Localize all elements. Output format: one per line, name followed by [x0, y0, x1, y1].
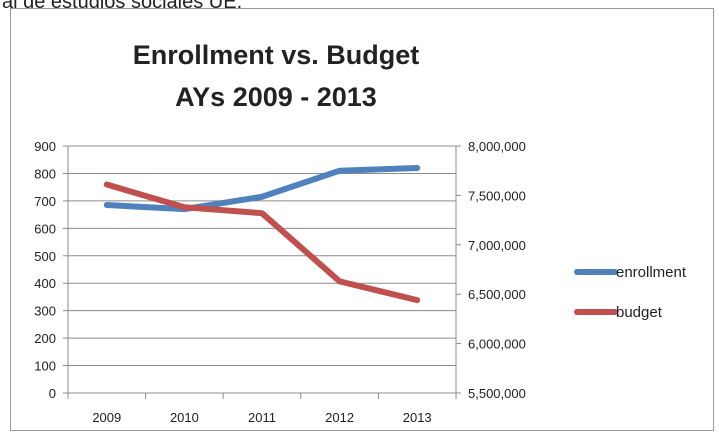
legend-label-budget: budget	[616, 304, 663, 321]
chart-area: Enrollment vs. Budget AYs 2009 - 2013 0 100…	[10, 8, 714, 431]
y-right-tick-label: 5,500,000	[468, 386, 526, 401]
y-left-tick-label: 800	[34, 166, 56, 181]
enrollment-budget-line-chart: Enrollment vs. Budget AYs 2009 - 2013 0 100…	[34, 40, 687, 425]
y-right-tick-label: 6,500,000	[468, 287, 526, 302]
y-right-tick-label: 8,000,000	[468, 139, 526, 154]
legend-label-enrollment: enrollment	[616, 264, 687, 281]
y-left-tick-label: 0	[49, 386, 56, 401]
y-left-tick-label: 600	[34, 221, 56, 236]
series-line-enrollment	[103, 164, 421, 213]
y-left-tick-label: 300	[34, 304, 56, 319]
y-right-tick-label: 6,000,000	[468, 337, 526, 352]
y-right-tick-label: 7,500,000	[468, 188, 526, 203]
y-left-tick-label: 700	[34, 194, 56, 209]
x-tick-label: 2012	[325, 410, 354, 425]
chart-title-line-1: Enrollment vs. Budget	[133, 40, 420, 70]
y-right-tick-label: 7,000,000	[468, 238, 526, 253]
x-tick-label: 2011	[248, 410, 276, 425]
y-left-tick-label: 100	[34, 359, 56, 374]
y-left-tick-label: 400	[34, 276, 56, 291]
x-tick-label: 2013	[403, 410, 432, 425]
y-left-tick-label: 500	[34, 249, 56, 264]
y-left-tick-label: 900	[34, 139, 56, 154]
x-tick-label: 2009	[92, 410, 121, 425]
x-tick-label: 2010	[170, 410, 199, 425]
y-left-tick-label: 200	[34, 331, 56, 346]
chart-title-line-2: AYs 2009 - 2013	[175, 82, 377, 112]
